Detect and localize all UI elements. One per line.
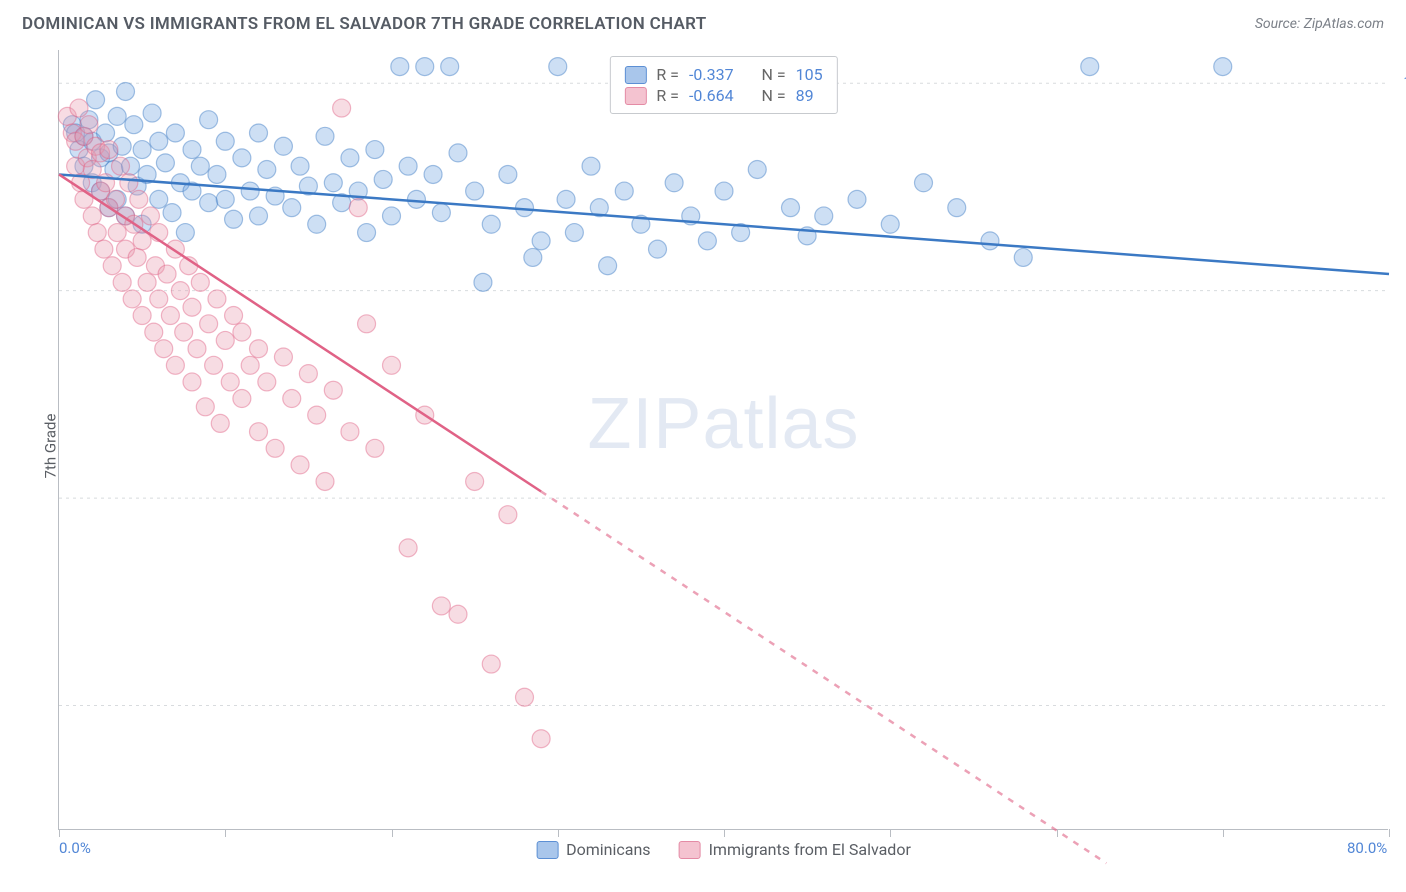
chart-title: DOMINICAN VS IMMIGRANTS FROM EL SALVADOR… xyxy=(22,14,706,34)
x-tick xyxy=(392,829,393,837)
r-label: R = xyxy=(656,86,679,105)
r-value-1: -0.664 xyxy=(689,86,734,105)
source-label: Source: ZipAtlas.com xyxy=(1255,16,1384,32)
x-tick xyxy=(890,829,891,837)
x-tick xyxy=(1223,829,1224,837)
legend-item-0: Dominicans xyxy=(536,840,650,859)
n-label: N = xyxy=(762,65,786,84)
chart-area: ZIPatlas R = -0.337 N = 105 R = -0.664 N… xyxy=(58,50,1388,830)
swatch-icon xyxy=(536,841,558,859)
r-label: R = xyxy=(656,65,679,84)
plot-svg xyxy=(59,50,1388,829)
x-tick xyxy=(225,829,226,837)
y-axis-label: 7th Grade xyxy=(41,414,59,479)
x-tick-label: 80.0% xyxy=(1347,839,1387,857)
x-tick xyxy=(558,829,559,837)
swatch-series-0 xyxy=(624,66,646,84)
x-tick xyxy=(1057,829,1058,837)
legend-series: Dominicans Immigrants from El Salvador xyxy=(536,840,911,859)
x-tick-label: 0.0% xyxy=(59,839,91,857)
x-tick xyxy=(1389,829,1390,837)
r-value-0: -0.337 xyxy=(689,65,734,84)
n-value-0: 105 xyxy=(796,65,823,84)
swatch-series-1 xyxy=(624,87,646,105)
legend-label-1: Immigrants from El Salvador xyxy=(709,840,911,859)
n-value-1: 89 xyxy=(796,86,814,105)
x-tick xyxy=(59,829,60,837)
legend-row-0: R = -0.337 N = 105 xyxy=(624,65,822,84)
swatch-icon xyxy=(679,841,701,859)
legend-item-1: Immigrants from El Salvador xyxy=(679,840,911,859)
legend-label-0: Dominicans xyxy=(566,840,650,859)
n-label: N = xyxy=(762,86,786,105)
x-tick xyxy=(724,829,725,837)
legend-stats: R = -0.337 N = 105 R = -0.664 N = 89 xyxy=(609,56,837,114)
legend-row-1: R = -0.664 N = 89 xyxy=(624,86,822,105)
